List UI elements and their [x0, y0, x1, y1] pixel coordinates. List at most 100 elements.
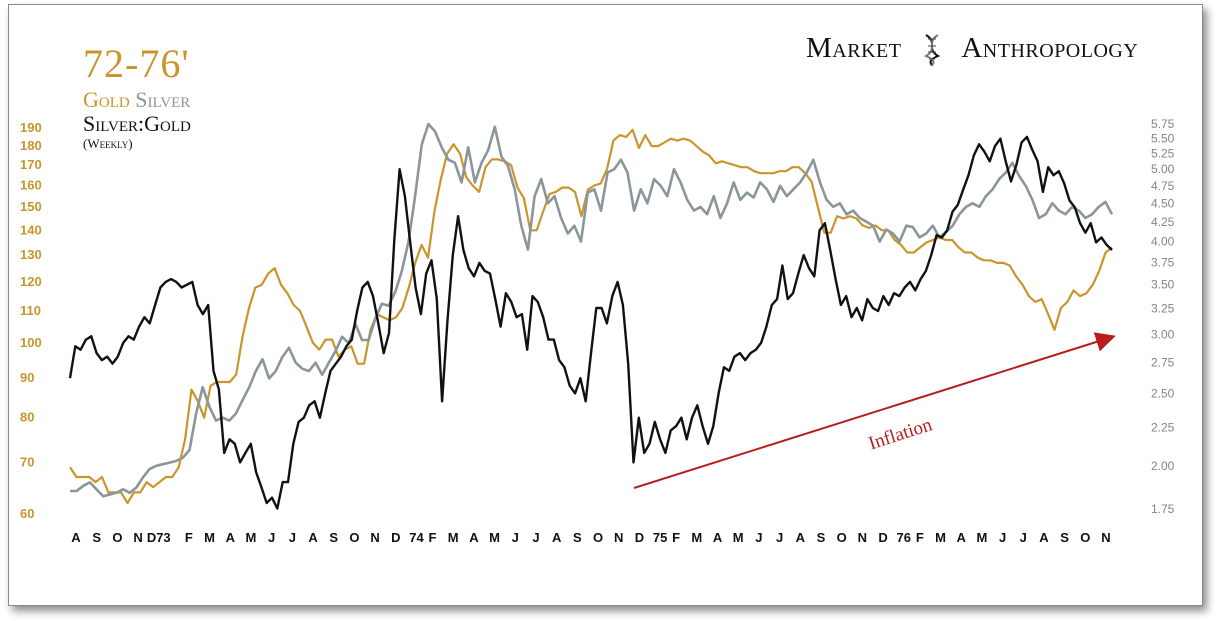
- left-tick-label: 180: [20, 138, 42, 153]
- left-tick-label: 90: [20, 370, 34, 385]
- right-tick-label: 4.25: [1151, 215, 1175, 229]
- x-tick-label: A: [71, 530, 81, 545]
- x-tick-label: N: [133, 530, 142, 545]
- x-tick-label: A: [308, 530, 318, 545]
- x-tick-label: J: [289, 530, 296, 545]
- right-tick-label: 2.00: [1151, 459, 1175, 473]
- x-tick-label: A: [713, 530, 723, 545]
- right-tick-label: 2.50: [1151, 387, 1175, 401]
- x-tick-label: J: [776, 530, 783, 545]
- x-tick-label: S: [1060, 530, 1069, 545]
- x-tick-label: F: [429, 530, 437, 545]
- x-tick-label: M: [935, 530, 946, 545]
- x-tick-label: J: [1020, 530, 1027, 545]
- x-tick-label: D73: [147, 530, 171, 545]
- brand-right: Anthropology: [961, 32, 1139, 64]
- x-tick-label: F: [672, 530, 680, 545]
- x-tick-label: M: [976, 530, 987, 545]
- right-tick-label: 3.50: [1151, 278, 1175, 292]
- right-tick-label: 3.25: [1151, 302, 1175, 316]
- right-tick-label: 3.00: [1151, 328, 1175, 342]
- x-tick-label: S: [817, 530, 826, 545]
- legend-gold-silver: Gold Silver: [83, 88, 191, 112]
- left-tick-label: 190: [20, 120, 42, 135]
- legend-silver: Silver: [135, 87, 191, 112]
- left-tick-label: 120: [20, 274, 42, 289]
- x-tick-label: N: [1101, 530, 1110, 545]
- x-tick-label: A: [956, 530, 966, 545]
- left-tick-label: 60: [20, 506, 34, 521]
- x-tick-label: S: [92, 530, 101, 545]
- legend-ratio: Silver:Gold: [83, 111, 191, 136]
- left-tick-label: 80: [20, 410, 34, 425]
- right-tick-label: 4.50: [1151, 196, 1175, 210]
- x-tick-label: J: [268, 530, 275, 545]
- right-tick-label: 5.00: [1151, 162, 1175, 176]
- x-tick-label: D: [878, 530, 887, 545]
- x-tick-label: J: [532, 530, 539, 545]
- right-tick-label: 5.50: [1151, 131, 1175, 145]
- inflation-annotation: Inflation: [866, 414, 935, 454]
- x-tick-label: A: [469, 530, 479, 545]
- inflation-arrow: [633, 332, 1116, 489]
- dna-icon: [923, 34, 941, 67]
- brand-logo: Market Anthropology: [806, 32, 1138, 67]
- x-tick-label: N: [858, 530, 867, 545]
- x-tick-label: A: [226, 530, 236, 545]
- left-tick-label: 110: [20, 303, 41, 318]
- right-tick-label: 5.25: [1151, 146, 1175, 160]
- left-tick-label: 100: [20, 335, 42, 350]
- brand-left: Market: [806, 32, 902, 64]
- right-tick-label: 4.75: [1151, 179, 1175, 193]
- ratio-series-line: [68, 135, 1113, 510]
- x-tick-label: M: [733, 530, 744, 545]
- chart-title-block: 72-76' Gold Silver Silver:Gold (Weekly): [83, 44, 191, 152]
- x-tick-label: D: [635, 530, 644, 545]
- right-tick-label: 1.75: [1151, 502, 1175, 516]
- x-tick-label: M: [691, 530, 702, 545]
- legend-gold: Gold: [83, 87, 130, 112]
- right-axis: 1.75 2.00 2.25 2.50 2.75 3.00 3.25 3.50 3.75 4.00…: [1151, 117, 1175, 516]
- right-tick-label: 2.75: [1151, 356, 1175, 370]
- x-tick-label: O: [593, 530, 603, 545]
- left-tick-label: 150: [20, 199, 42, 214]
- x-tick-label: 74: [409, 530, 424, 545]
- x-tick-label: M: [246, 530, 257, 545]
- chart-title: 72-76': [83, 41, 190, 86]
- x-tick-label: A: [1039, 530, 1049, 545]
- x-tick-label: M: [448, 530, 459, 545]
- left-tick-label: 170: [20, 157, 42, 172]
- left-tick-label: 70: [20, 454, 34, 469]
- x-tick-label: O: [1080, 530, 1090, 545]
- x-tick-label: M: [204, 530, 215, 545]
- x-tick-label: 75: [653, 530, 667, 545]
- x-tick-label: O: [112, 530, 122, 545]
- x-tick-label: N: [370, 530, 379, 545]
- x-tick-label: S: [329, 530, 338, 545]
- left-tick-label: 140: [20, 222, 42, 237]
- x-tick-label: F: [916, 530, 924, 545]
- x-tick-label: F: [185, 530, 193, 545]
- left-tick-label: 160: [20, 178, 42, 193]
- x-tick-label: O: [837, 530, 847, 545]
- right-tick-label: 3.75: [1151, 255, 1175, 269]
- x-tick-label: J: [999, 530, 1006, 545]
- right-tick-label: 5.75: [1151, 117, 1175, 131]
- left-tick-label: 130: [20, 247, 42, 262]
- legend-frequency: (Weekly): [83, 136, 133, 151]
- left-axis: 60 70 80 90 100 110 120 130 140 150 160 170 180 190: [20, 120, 42, 521]
- right-tick-label: 2.25: [1151, 421, 1175, 435]
- x-axis: A S O N D73 F M A M J J A S O N D 74 F M A M J J A S O N D 75 F M A M J J A…: [71, 530, 1110, 545]
- x-tick-label: S: [573, 530, 582, 545]
- x-tick-label: 76: [897, 530, 911, 545]
- x-tick-label: J: [512, 530, 519, 545]
- x-tick-label: O: [349, 530, 359, 545]
- x-tick-label: M: [489, 530, 500, 545]
- x-tick-label: N: [614, 530, 623, 545]
- silver-series-line: [70, 122, 1114, 498]
- x-tick-label: D: [391, 530, 400, 545]
- x-tick-label: A: [796, 530, 806, 545]
- x-tick-label: A: [552, 530, 562, 545]
- x-tick-label: J: [755, 530, 762, 545]
